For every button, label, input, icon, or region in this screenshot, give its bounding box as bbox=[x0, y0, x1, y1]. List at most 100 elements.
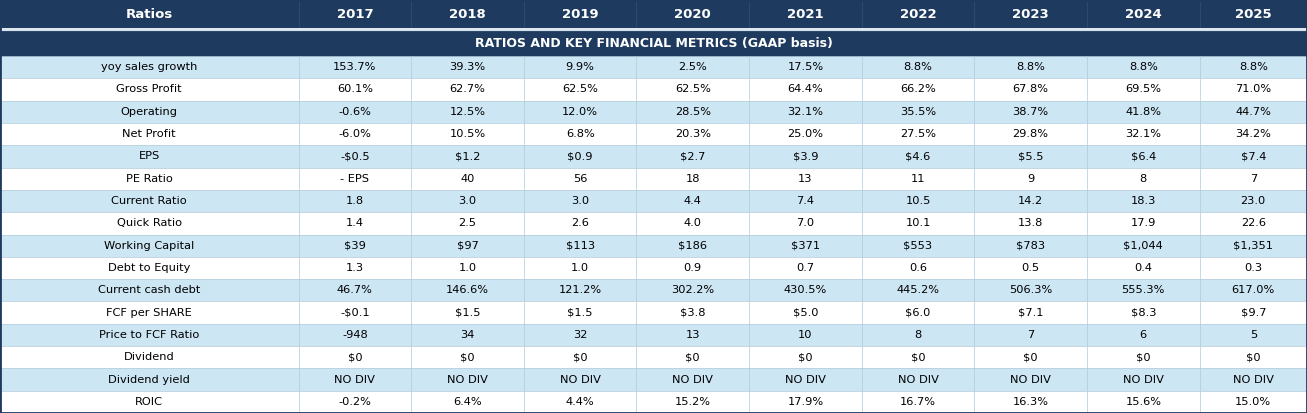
Bar bbox=[637, 391, 749, 413]
Bar bbox=[749, 301, 861, 324]
Bar bbox=[1200, 346, 1307, 368]
Text: 17.5%: 17.5% bbox=[787, 62, 823, 72]
Bar bbox=[749, 235, 861, 257]
Bar bbox=[637, 78, 749, 101]
Bar bbox=[0, 31, 1307, 56]
Bar bbox=[861, 391, 974, 413]
Bar bbox=[861, 145, 974, 168]
Bar bbox=[749, 346, 861, 368]
Text: 6.4%: 6.4% bbox=[454, 397, 482, 407]
Text: 16.7%: 16.7% bbox=[901, 397, 936, 407]
Bar bbox=[637, 190, 749, 212]
Text: 0.3: 0.3 bbox=[1244, 263, 1263, 273]
Bar bbox=[298, 346, 412, 368]
Text: 28.5%: 28.5% bbox=[674, 107, 711, 117]
Bar bbox=[974, 145, 1087, 168]
Bar bbox=[1200, 0, 1307, 28]
Text: 8: 8 bbox=[1140, 174, 1148, 184]
Bar bbox=[298, 190, 412, 212]
Bar bbox=[1200, 324, 1307, 346]
Bar bbox=[412, 346, 524, 368]
Text: 23.0: 23.0 bbox=[1240, 196, 1266, 206]
Text: 18.3: 18.3 bbox=[1131, 196, 1155, 206]
Text: EPS: EPS bbox=[139, 152, 159, 161]
Bar bbox=[861, 123, 974, 145]
Text: NO DIV: NO DIV bbox=[786, 375, 826, 385]
Text: 67.8%: 67.8% bbox=[1013, 85, 1048, 95]
Text: 10.5%: 10.5% bbox=[450, 129, 486, 139]
Bar bbox=[0, 28, 1307, 31]
Bar bbox=[861, 0, 974, 28]
Bar bbox=[749, 101, 861, 123]
Bar bbox=[637, 324, 749, 346]
Text: 146.6%: 146.6% bbox=[446, 285, 489, 295]
Text: 617.0%: 617.0% bbox=[1231, 285, 1274, 295]
Bar bbox=[1087, 56, 1200, 78]
Bar bbox=[974, 0, 1087, 28]
Text: $7.4: $7.4 bbox=[1240, 152, 1266, 161]
Text: $9.7: $9.7 bbox=[1240, 308, 1266, 318]
Bar bbox=[637, 235, 749, 257]
Text: 0.9: 0.9 bbox=[684, 263, 702, 273]
Text: $1,044: $1,044 bbox=[1124, 241, 1163, 251]
Text: Current Ratio: Current Ratio bbox=[111, 196, 187, 206]
Bar bbox=[524, 0, 637, 28]
Text: 8.8%: 8.8% bbox=[1239, 62, 1268, 72]
Bar bbox=[0, 368, 298, 391]
Text: $6.4: $6.4 bbox=[1131, 152, 1155, 161]
Text: 56: 56 bbox=[572, 174, 587, 184]
Bar bbox=[974, 101, 1087, 123]
Bar bbox=[1087, 324, 1200, 346]
Text: 8.8%: 8.8% bbox=[1129, 62, 1158, 72]
Text: $553: $553 bbox=[903, 241, 933, 251]
Bar bbox=[1200, 101, 1307, 123]
Bar bbox=[637, 0, 749, 28]
Bar bbox=[749, 212, 861, 235]
Bar bbox=[524, 235, 637, 257]
Text: Net Profit: Net Profit bbox=[123, 129, 176, 139]
Bar bbox=[1200, 123, 1307, 145]
Bar bbox=[524, 301, 637, 324]
Bar bbox=[524, 56, 637, 78]
Bar bbox=[749, 78, 861, 101]
Text: 62.7%: 62.7% bbox=[450, 85, 485, 95]
Bar bbox=[1200, 391, 1307, 413]
Text: 16.3%: 16.3% bbox=[1013, 397, 1048, 407]
Text: $3.9: $3.9 bbox=[792, 152, 818, 161]
Text: 18: 18 bbox=[686, 174, 701, 184]
Bar bbox=[298, 0, 412, 28]
Text: $1.2: $1.2 bbox=[455, 152, 480, 161]
Bar bbox=[0, 56, 298, 78]
Bar bbox=[0, 324, 298, 346]
Text: Working Capital: Working Capital bbox=[105, 241, 195, 251]
Bar bbox=[298, 101, 412, 123]
Bar bbox=[298, 324, 412, 346]
Text: $2.7: $2.7 bbox=[680, 152, 706, 161]
Text: 11: 11 bbox=[911, 174, 925, 184]
Bar bbox=[974, 301, 1087, 324]
Bar bbox=[524, 257, 637, 279]
Bar bbox=[412, 78, 524, 101]
Text: $0: $0 bbox=[1246, 352, 1261, 362]
Text: NO DIV: NO DIV bbox=[1233, 375, 1274, 385]
Text: NO DIV: NO DIV bbox=[898, 375, 938, 385]
Text: 34.2%: 34.2% bbox=[1235, 129, 1272, 139]
Text: 41.8%: 41.8% bbox=[1125, 107, 1162, 117]
Text: 1.0: 1.0 bbox=[571, 263, 589, 273]
Text: 430.5%: 430.5% bbox=[784, 285, 827, 295]
Bar bbox=[974, 391, 1087, 413]
Bar bbox=[749, 0, 861, 28]
Bar bbox=[1087, 279, 1200, 301]
Text: $0: $0 bbox=[911, 352, 925, 362]
Text: NO DIV: NO DIV bbox=[559, 375, 601, 385]
Bar bbox=[524, 101, 637, 123]
Text: 40: 40 bbox=[460, 174, 474, 184]
Text: 1.8: 1.8 bbox=[346, 196, 363, 206]
Text: NO DIV: NO DIV bbox=[447, 375, 488, 385]
Text: $1,351: $1,351 bbox=[1234, 241, 1273, 251]
Text: 2018: 2018 bbox=[450, 7, 486, 21]
Text: 62.5%: 62.5% bbox=[562, 85, 599, 95]
Bar bbox=[412, 391, 524, 413]
Bar bbox=[749, 123, 861, 145]
Bar bbox=[1087, 101, 1200, 123]
